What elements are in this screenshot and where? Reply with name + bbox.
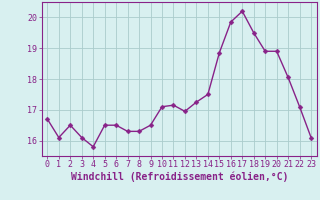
X-axis label: Windchill (Refroidissement éolien,°C): Windchill (Refroidissement éolien,°C) xyxy=(70,172,288,182)
